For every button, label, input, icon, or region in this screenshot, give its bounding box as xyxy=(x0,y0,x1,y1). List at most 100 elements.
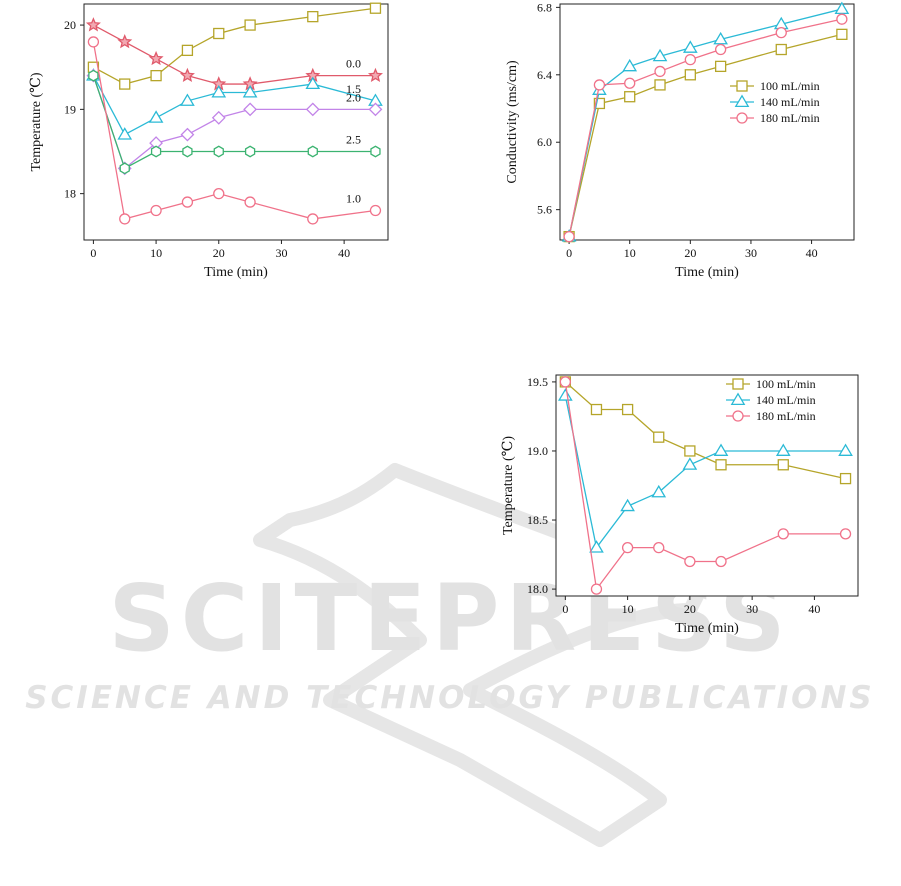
data-point xyxy=(653,542,665,554)
data-point xyxy=(620,498,635,512)
data-point xyxy=(836,28,848,40)
x-tick-label: 10 xyxy=(150,246,162,260)
data-point xyxy=(85,17,101,32)
data-point xyxy=(654,65,666,78)
data-point xyxy=(651,484,667,498)
data-point xyxy=(369,204,382,217)
data-point xyxy=(714,60,727,73)
legend: 100 mL/min 140 mL/min 180 mL/min xyxy=(730,79,820,125)
series-annotation: 2.5 xyxy=(346,133,361,147)
data-point xyxy=(370,145,381,158)
series-2-5 xyxy=(88,69,381,175)
data-point xyxy=(682,40,698,53)
chart-temperature-by-parameter: 0 10 20 30 40 18 19 20 Time (min) Temperature (℃)… xyxy=(29,0,389,280)
series-line xyxy=(92,75,376,170)
series-line xyxy=(564,381,846,591)
data-point xyxy=(559,376,571,388)
data-point xyxy=(307,213,319,225)
data-point xyxy=(558,388,573,401)
data-point xyxy=(244,145,256,158)
data-point xyxy=(622,58,638,72)
x-axis-label: Time (min) xyxy=(675,621,739,636)
data-point xyxy=(684,69,696,81)
series-line xyxy=(92,75,376,136)
x-tick-label: 30 xyxy=(275,246,287,260)
x-tick-label: 40 xyxy=(806,246,818,260)
data-point xyxy=(369,2,382,14)
data-point xyxy=(305,102,320,117)
data-point xyxy=(211,110,226,125)
x-axis-label: Time (min) xyxy=(204,265,268,280)
x-tick-label: 30 xyxy=(745,246,757,260)
data-point xyxy=(305,76,321,90)
y-axis-label: Conductivity (ms/cm) xyxy=(505,60,520,184)
legend-marker xyxy=(732,378,744,390)
data-point xyxy=(593,97,606,110)
data-point xyxy=(181,44,194,57)
y-axis-label: Temperature (℃) xyxy=(29,72,44,171)
x-tick-label: 0 xyxy=(566,246,572,260)
legend-entry: 100 mL/min xyxy=(756,377,816,391)
x-tick-label: 10 xyxy=(624,246,636,260)
data-point xyxy=(180,93,195,106)
x-tick-label: 20 xyxy=(684,246,696,260)
data-point xyxy=(148,50,164,66)
data-point xyxy=(87,36,100,48)
series-0-0 xyxy=(85,17,383,91)
series-100-ml-min xyxy=(563,28,848,243)
data-point xyxy=(150,204,162,217)
data-point xyxy=(117,34,133,49)
y-axis-label: Temperature (℃) xyxy=(501,436,516,535)
data-point xyxy=(593,79,606,91)
data-point xyxy=(182,145,193,158)
x-tick-label: 10 xyxy=(622,602,634,616)
data-point xyxy=(621,403,634,416)
data-point xyxy=(836,13,848,25)
data-point xyxy=(242,85,258,98)
data-point xyxy=(150,145,162,158)
data-point xyxy=(307,10,319,23)
legend-entry: 180 mL/min xyxy=(760,111,820,125)
data-point xyxy=(180,127,195,142)
data-point xyxy=(775,43,787,56)
data-point xyxy=(839,528,852,540)
legend-marker xyxy=(736,80,748,92)
data-point xyxy=(684,53,696,66)
data-point xyxy=(119,213,131,225)
data-point xyxy=(213,27,225,40)
data-point xyxy=(714,43,727,56)
data-point xyxy=(213,145,224,158)
series-annotation: 1.5 xyxy=(346,82,361,96)
x-tick-label: 20 xyxy=(684,602,696,616)
x-tick-label: 20 xyxy=(213,246,225,260)
legend-marker xyxy=(732,410,744,422)
data-point xyxy=(563,230,575,243)
data-point xyxy=(244,196,256,208)
data-point xyxy=(777,528,789,540)
series-line xyxy=(92,75,376,170)
y-tick-label: 18 xyxy=(64,187,76,201)
x-tick-label: 0 xyxy=(90,246,96,260)
legend: 100 mL/min 140 mL/min 180 mL/min xyxy=(726,377,816,423)
data-point xyxy=(654,79,666,91)
chart-temperature-by-flow-rate: 0 10 20 30 40 18.0 18.5 19.0 19.5 Time (min) Tempe… xyxy=(501,374,859,636)
chart-conductivity-by-flow-rate: 0 10 20 30 40 5.6 6.0 6.4 6.8 Time (min) Conductiv… xyxy=(505,0,855,280)
y-tick-label: 18.0 xyxy=(527,582,548,596)
data-point xyxy=(684,445,696,457)
x-tick-label: 40 xyxy=(808,602,820,616)
data-point xyxy=(713,443,729,456)
series-140-ml-min xyxy=(558,388,853,553)
data-point xyxy=(682,457,698,470)
plot-frame xyxy=(83,3,389,241)
data-point xyxy=(119,78,131,90)
legend-marker xyxy=(736,112,748,124)
y-tick-label: 5.6 xyxy=(537,203,552,217)
series-0-5 xyxy=(87,2,382,90)
x-tick-label: 30 xyxy=(746,602,758,616)
legend-entry: 180 mL/min xyxy=(756,409,816,423)
data-point xyxy=(590,583,603,595)
series-annotation: 1.0 xyxy=(346,192,361,206)
data-point xyxy=(624,91,636,103)
data-point xyxy=(179,67,195,83)
y-tick-label: 19 xyxy=(64,102,76,116)
